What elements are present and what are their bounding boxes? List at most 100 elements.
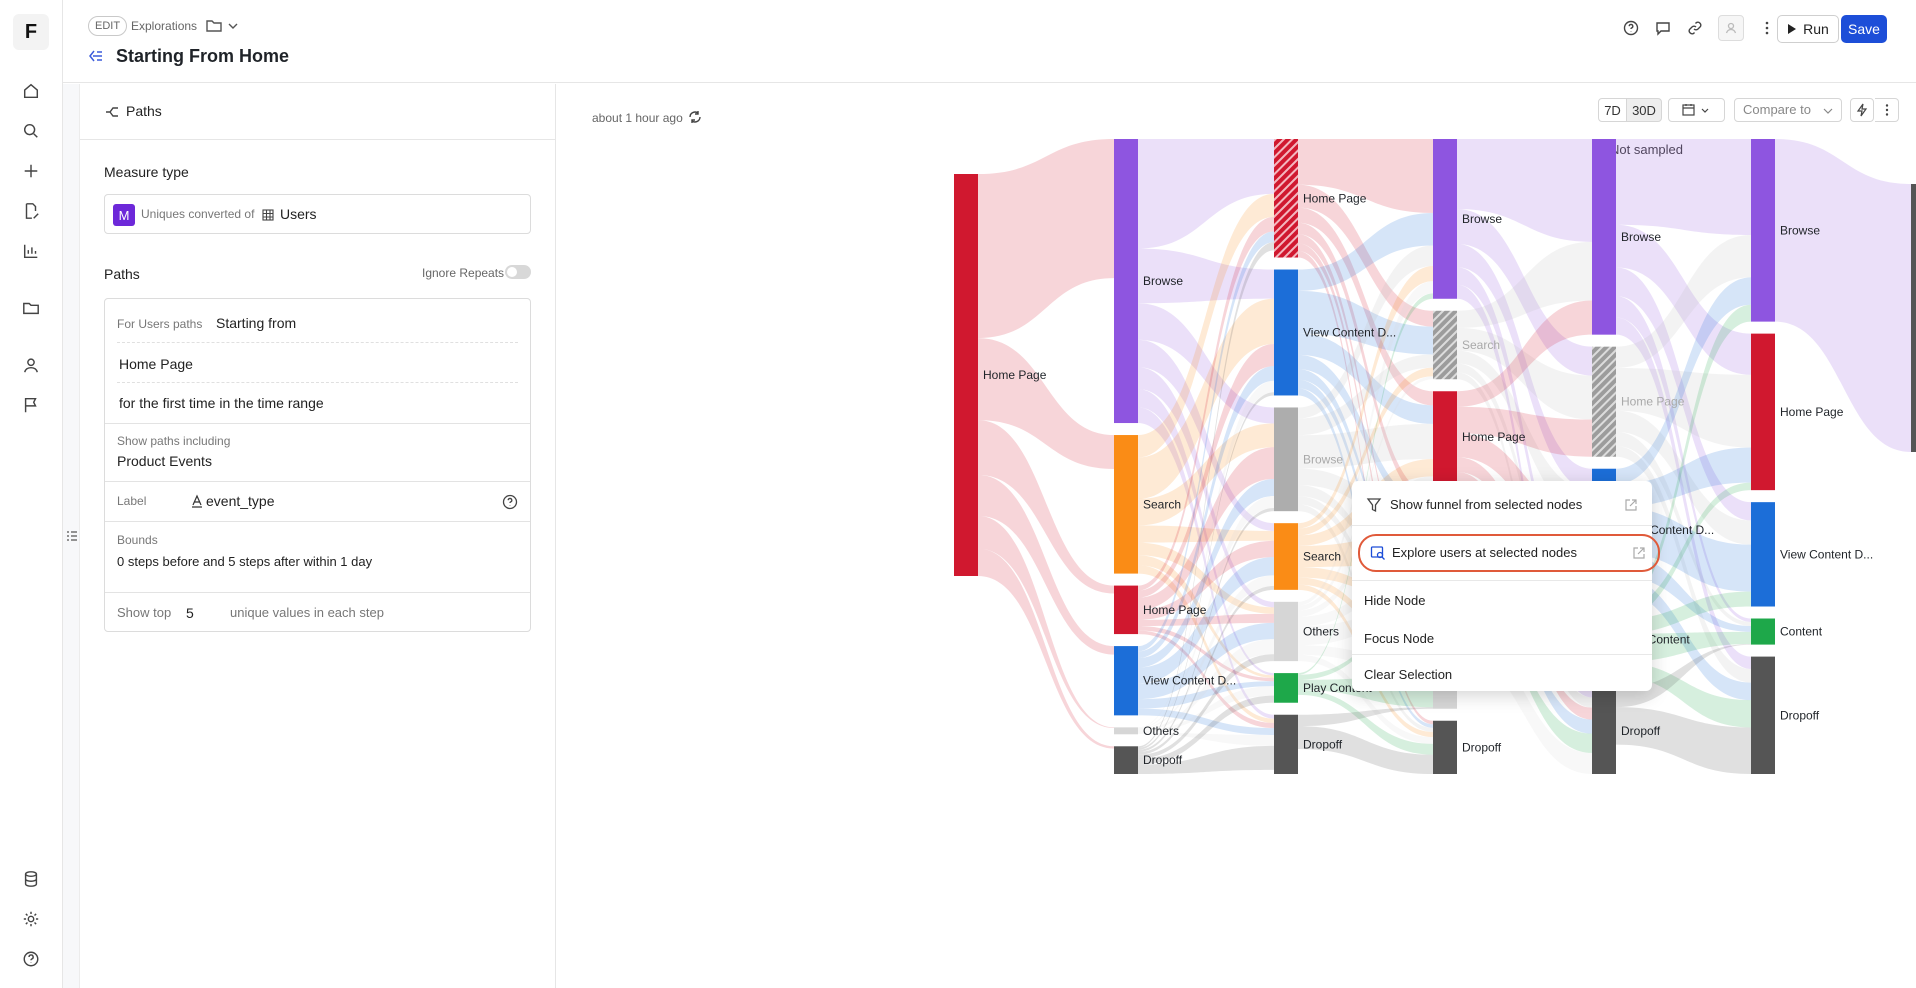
sankey-link[interactable] <box>1298 243 1433 639</box>
sankey-link[interactable] <box>1616 410 1751 545</box>
sankey-node[interactable] <box>1274 523 1298 590</box>
folder-dropdown-icon[interactable] <box>205 16 241 36</box>
home-icon[interactable] <box>20 80 42 102</box>
sankey-link[interactable] <box>1138 303 1274 424</box>
sankey-link[interactable] <box>1298 707 1433 727</box>
start-event-select[interactable]: Home Page <box>119 356 193 372</box>
sankey-link[interactable] <box>978 420 1114 594</box>
sankey-link[interactable] <box>1616 431 1751 626</box>
sankey-link[interactable] <box>1457 350 1592 518</box>
sankey-node[interactable] <box>1751 502 1775 607</box>
sankey-link[interactable] <box>1616 446 1751 683</box>
sankey-link[interactable] <box>1138 540 1274 620</box>
sankey-link[interactable] <box>1138 478 1274 668</box>
sankey-link[interactable] <box>1138 732 1274 746</box>
sankey-link[interactable] <box>1298 184 1433 327</box>
sankey-node[interactable] <box>1114 139 1138 424</box>
sankey-link[interactable] <box>1138 686 1274 733</box>
flag-icon[interactable] <box>20 394 42 416</box>
sankey-link[interactable] <box>1298 290 1433 355</box>
sankey-link[interactable] <box>1457 139 1592 242</box>
collapse-panel-icon[interactable] <box>88 48 104 64</box>
sankey-link[interactable] <box>1138 344 1274 598</box>
sankey-link[interactable] <box>1457 406 1592 457</box>
menu-clear-selection[interactable]: Clear Selection <box>1352 659 1652 689</box>
sankey-link[interactable] <box>1616 234 1751 368</box>
sankey-link[interactable] <box>1138 525 1274 543</box>
sankey-link[interactable] <box>1138 298 1274 500</box>
bounds-select[interactable]: 0 steps before and 5 steps after within … <box>117 554 373 569</box>
sankey-link[interactable] <box>1616 304 1751 611</box>
lightning-button[interactable] <box>1850 98 1874 122</box>
ignore-repeats-toggle[interactable] <box>505 265 531 279</box>
sankey-link[interactable] <box>1138 630 1274 729</box>
sankey-link[interactable] <box>1138 139 1274 249</box>
comment-icon[interactable] <box>1654 19 1672 37</box>
sankey-link[interactable] <box>1298 207 1433 406</box>
menu-focus-node[interactable]: Focus Node <box>1352 623 1652 653</box>
sankey-link[interactable] <box>1138 193 1274 458</box>
sankey-link[interactable] <box>1138 242 1274 748</box>
sankey-link[interactable] <box>1138 695 1274 765</box>
sankey-link[interactable] <box>1298 265 1433 529</box>
range-7d[interactable]: 7D <box>1598 98 1627 122</box>
sankey-link[interactable] <box>978 338 1114 469</box>
user-icon[interactable] <box>20 354 42 376</box>
sankey-link[interactable] <box>1138 542 1274 614</box>
sankey-link[interactable] <box>1298 245 1433 419</box>
sankey-link[interactable] <box>1138 389 1274 676</box>
measure-type-selector[interactable]: M Uniques converted of Users <box>104 194 531 234</box>
sankey-link[interactable] <box>1138 407 1274 719</box>
sankey-link[interactable] <box>1616 643 1751 708</box>
page-title[interactable]: Starting From Home <box>116 46 290 66</box>
sankey-link[interactable] <box>1616 482 1751 620</box>
breadcrumb[interactable]: Explorations <box>131 19 198 33</box>
sankey-link[interactable] <box>1616 139 1751 235</box>
sankey-link[interactable] <box>1138 555 1274 678</box>
sankey-link[interactable] <box>1138 622 1274 700</box>
sankey-link[interactable] <box>1298 367 1433 536</box>
dashboard-icon[interactable] <box>20 240 42 262</box>
sankey-link[interactable] <box>1138 654 1274 759</box>
sankey-node[interactable] <box>1592 139 1616 335</box>
sankey-link[interactable] <box>1298 726 1433 774</box>
refresh-icon[interactable] <box>687 109 703 125</box>
sankey-link[interactable] <box>1138 366 1274 659</box>
sankey-node[interactable] <box>1274 139 1298 258</box>
sankey-chart[interactable]: Home Page Browse Search Home Page View Conte… <box>557 84 1916 988</box>
sankey-link[interactable] <box>1138 508 1274 753</box>
sankey-link[interactable] <box>1298 354 1433 436</box>
sankey-link[interactable] <box>1616 267 1751 521</box>
label-help-icon[interactable] <box>502 494 518 510</box>
sankey-link[interactable] <box>1138 231 1274 652</box>
chart-more-button[interactable] <box>1875 98 1899 122</box>
sankey-link[interactable] <box>1298 281 1433 606</box>
sankey-link[interactable] <box>1138 380 1274 728</box>
sankey-link[interactable] <box>1138 681 1274 709</box>
sankey-link[interactable] <box>1298 222 1433 505</box>
sankey-link[interactable] <box>978 515 1114 729</box>
sankey-link[interactable] <box>1616 575 1751 701</box>
sankey-link[interactable] <box>1457 243 1592 491</box>
sankey-link[interactable] <box>1298 212 1433 291</box>
sankey-node[interactable] <box>1274 714 1298 774</box>
sankey-link[interactable] <box>1457 267 1592 613</box>
sankey-link[interactable] <box>1138 216 1274 591</box>
sankey-link[interactable] <box>1457 327 1592 420</box>
sankey-link[interactable] <box>1616 277 1751 485</box>
sankey-node[interactable] <box>1433 391 1457 483</box>
sankey-link[interactable] <box>1457 241 1592 328</box>
run-button[interactable]: Run <box>1777 15 1839 43</box>
sankey-link[interactable] <box>1138 613 1274 627</box>
sankey-link[interactable] <box>1138 447 1274 610</box>
sankey-node[interactable] <box>1274 673 1298 703</box>
sankey-node[interactable] <box>1433 720 1457 774</box>
panel-tab[interactable]: Paths <box>80 84 556 140</box>
app-logo[interactable]: F <box>13 14 49 50</box>
sankey-link[interactable] <box>1138 495 1274 729</box>
menu-hide-node[interactable]: Hide Node <box>1352 585 1652 615</box>
sankey-link[interactable] <box>1138 392 1274 750</box>
sankey-node[interactable] <box>1592 688 1616 774</box>
sankey-link[interactable] <box>1138 339 1274 531</box>
sankey-node[interactable] <box>1114 727 1138 735</box>
